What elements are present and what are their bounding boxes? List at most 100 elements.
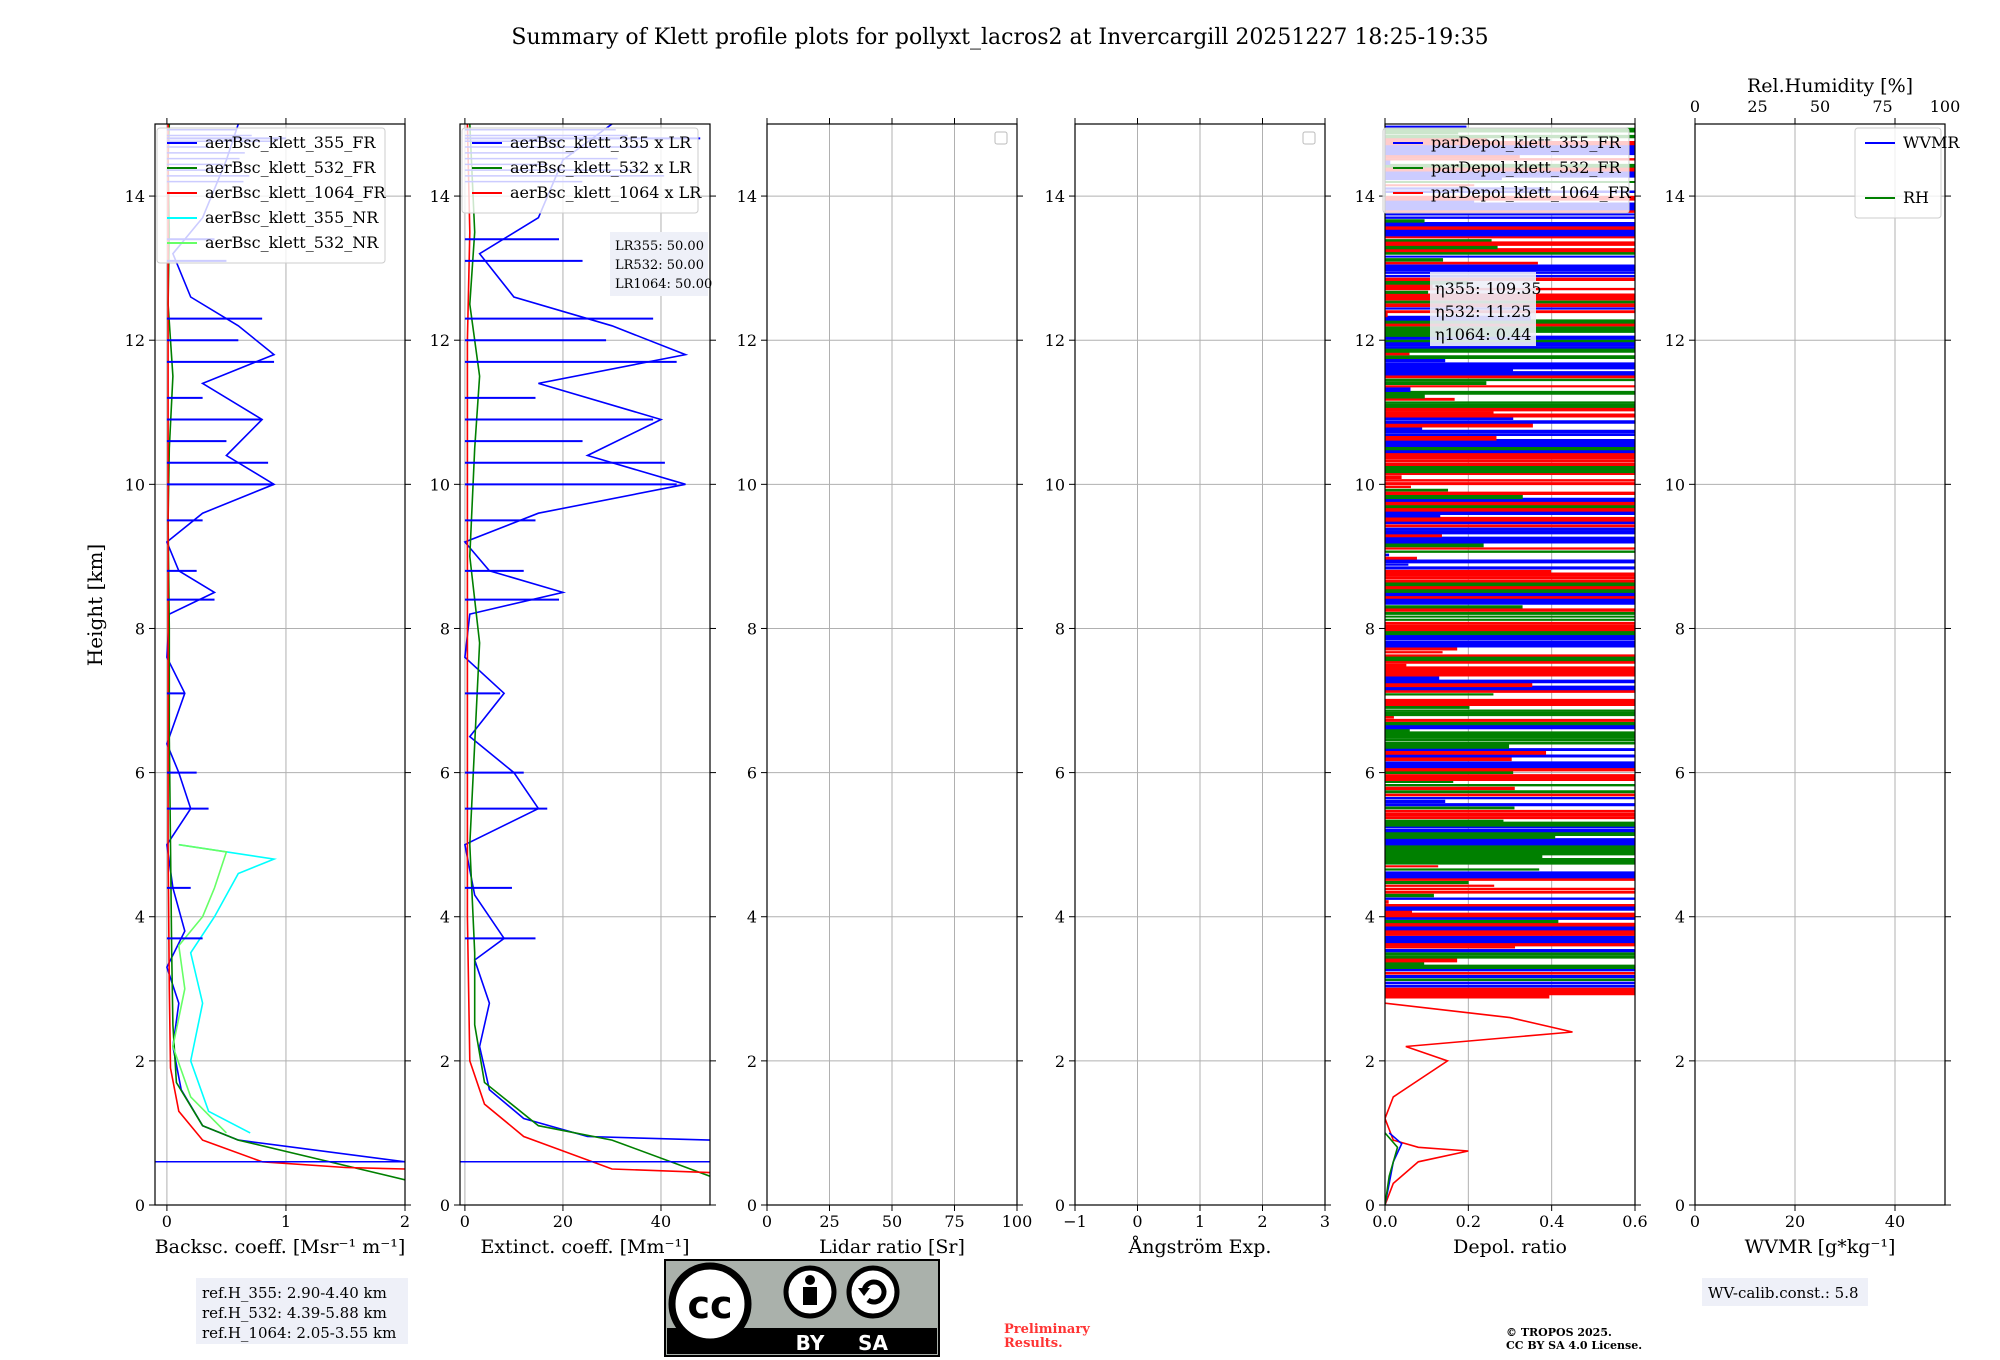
y-tick-label: 0 (135, 1196, 145, 1215)
lidar-ratio-label: LR532: 50.00 (615, 258, 704, 273)
x-tick-label: 1 (1195, 1212, 1205, 1231)
legend-box (1382, 127, 1630, 214)
y-tick-label: 8 (1055, 619, 1065, 638)
x-tick-label: 0 (460, 1212, 470, 1231)
sa-label: SA (858, 1331, 888, 1355)
x-tick-label: 100 (1002, 1212, 1033, 1231)
y-tick-label: 2 (1365, 1052, 1375, 1071)
y-tick-label: 4 (1675, 908, 1685, 927)
legend-entry: aerBsc_klett_1064_FR (205, 183, 387, 202)
series-aerBsc_klett_532_NR (172, 843, 228, 1134)
by-label: BY (796, 1331, 825, 1355)
legend-entry: aerBsc_klett_1064 x LR (510, 183, 702, 202)
figure-title: Summary of Klett profile plots for polly… (511, 25, 1488, 50)
y-tick-label: 0 (1365, 1196, 1375, 1215)
x-tick-label: 0 (162, 1212, 172, 1231)
legend-entry: parDepol_klett_355_FR (1431, 133, 1622, 152)
ref-height-1064: ref.H_1064: 2.05-3.55 km (202, 1324, 396, 1342)
y-tick-label: 6 (1365, 764, 1375, 783)
eta-label: η532: 11.25 (1435, 302, 1531, 321)
preliminary-line2: Results. (1004, 1336, 1063, 1351)
axes-frame (1694, 123, 1946, 1206)
series-aerBsc_klett_1064 x LR (466, 124, 710, 1174)
annotation-box (610, 232, 708, 296)
y-tick-label: 12 (737, 331, 757, 350)
x-tick-label: 0 (1132, 1212, 1142, 1231)
y-tick-label: 2 (440, 1052, 450, 1071)
panel-depol: 0.0 0.2 0.4 0.6 0 2 4 6 8 10 12 14 Depol. ratio parDe… (1355, 118, 1648, 1258)
series-aerBsc_klett_355 x LR (463, 124, 710, 1141)
x-tick-label: 2 (1257, 1212, 1267, 1231)
y-tick-label: 2 (135, 1052, 145, 1071)
y-tick-label: 6 (1055, 764, 1065, 783)
y-tick-label: 10 (737, 475, 757, 494)
y-tick-label: 10 (1355, 475, 1375, 494)
ref-height-532: ref.H_532: 4.39-5.88 km (202, 1304, 387, 1322)
y-tick-label: 0 (440, 1196, 450, 1215)
top-tick-label: 50 (1810, 97, 1830, 116)
y-tick-label: 14 (737, 187, 757, 206)
axes-frame (1384, 123, 1636, 1206)
top-axis-label: Rel.Humidity [%] (1747, 75, 1913, 97)
y-tick-label: 10 (1045, 475, 1065, 494)
top-tick-label: 100 (1930, 97, 1961, 116)
y-tick-label: 8 (1365, 619, 1375, 638)
y-tick-label: 10 (125, 475, 145, 494)
series-parDepol_klett_532_FR (1385, 1132, 1399, 1205)
y-tick-label: 2 (1055, 1052, 1065, 1071)
legend-wvmr: WVMR RH (1854, 127, 1960, 219)
legend-entry: aerBsc_klett_532 x LR (510, 158, 692, 177)
y-tick-label: 12 (430, 331, 450, 350)
legend-entry: aerBsc_klett_355 x LR (510, 133, 692, 152)
y-tick-label: 4 (1365, 908, 1375, 927)
x-axis-label: Extinct. coeff. [Mm⁻¹] (480, 1236, 689, 1258)
y-tick-label: 4 (1055, 908, 1065, 927)
legend-entry: aerBsc_klett_532_NR (205, 233, 379, 252)
wv-calib-const: WV-calib.const.: 5.8 (1708, 1284, 1859, 1302)
legend-depol: parDepol_klett_355_FR parDepol_klett_532_… (1382, 127, 1632, 214)
panel-lidar_ratio: 0 25 50 75 100 0 2 4 6 8 10 12 14 Lidar ratio [Sr] (737, 118, 1033, 1258)
top-tick-label: 0 (1690, 97, 1700, 116)
eta-label: η1064: 0.44 (1435, 325, 1531, 344)
y-axis-label: Height [km] (83, 544, 107, 666)
x-tick-label: 20 (1785, 1212, 1805, 1231)
x-tick-label: −1 (1063, 1212, 1087, 1231)
lidar-ratio-annotation: LR355: 50.00 LR532: 50.00 LR1064: 50.00 (610, 232, 712, 296)
x-axis-label: WVMR [g*kg⁻¹] (1745, 1236, 1896, 1258)
legend-entry: aerBsc_klett_532_FR (205, 158, 376, 177)
x-tick-label: 0 (1690, 1212, 1700, 1231)
y-tick-label: 12 (1045, 331, 1065, 350)
y-tick-label: 8 (747, 619, 757, 638)
plot-area-depol (1385, 125, 1635, 1205)
series-aerBsc_klett_532_FR (167, 124, 405, 1181)
y-tick-label: 4 (747, 908, 757, 927)
copyright-line2: CC BY SA 4.0 License. (1506, 1339, 1642, 1352)
y-tick-label: 6 (747, 764, 757, 783)
wv-calib-box: WV-calib.const.: 5.8 (1702, 1278, 1868, 1306)
legend-entry: WVMR (1903, 133, 1960, 152)
series-aerBsc_klett_532 x LR (468, 124, 710, 1177)
y-tick-label: 0 (1675, 1196, 1685, 1215)
y-tick-label: 8 (440, 619, 450, 638)
x-tick-label: 0.6 (1622, 1212, 1647, 1231)
empty-legend-box (994, 131, 1008, 145)
legend-box (1854, 127, 1942, 219)
y-tick-label: 4 (440, 908, 450, 927)
x-tick-label: 75 (944, 1212, 964, 1231)
copyright-line1: © TROPOS 2025. (1506, 1326, 1612, 1339)
y-tick-label: 2 (747, 1052, 757, 1071)
y-tick-label: 0 (1055, 1196, 1065, 1215)
top-tick-label: 75 (1872, 97, 1892, 116)
x-axis-label: Ångström Exp. (1128, 1236, 1272, 1258)
y-tick-label: 14 (430, 187, 450, 206)
legend-entry: aerBsc_klett_355_FR (205, 133, 376, 152)
legend-extinction: aerBsc_klett_355 x LR aerBsc_klett_532 x … (461, 127, 702, 214)
x-tick-label: 40 (651, 1212, 671, 1231)
y-tick-label: 0 (747, 1196, 757, 1215)
lidar-ratio-label: LR355: 50.00 (615, 239, 704, 254)
cc-label: cc (687, 1283, 732, 1327)
y-tick-label: 8 (135, 619, 145, 638)
x-axis-label: Depol. ratio (1453, 1236, 1567, 1258)
y-tick-label: 4 (135, 908, 145, 927)
